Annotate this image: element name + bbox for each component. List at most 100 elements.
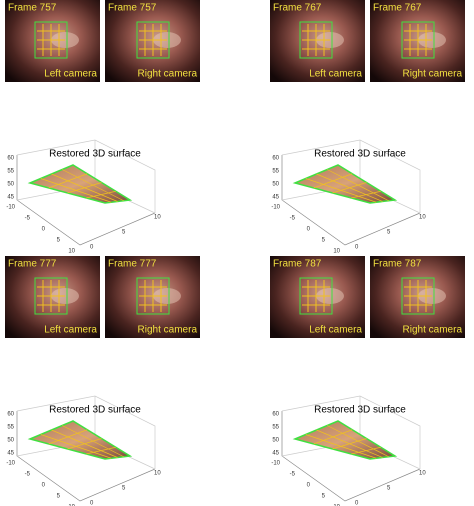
camera-label: Left camera (44, 69, 97, 80)
x-tick-label: 10 (154, 215, 161, 221)
surface-plot: Restored 3D surface 45 50 55 60 -10 -5 0 5 10 0 5 10 (6, 139, 161, 255)
z-tick-label: 45 (7, 195, 14, 201)
roi-box (299, 277, 333, 315)
camera-label: Right camera (138, 325, 198, 336)
z-tick-label: 50 (7, 182, 14, 188)
y-tick-label: 10 (333, 505, 340, 506)
camera-image: Frame 767 Left camera (270, 0, 365, 82)
surface-grid (327, 169, 389, 202)
x-tick-label: 0 (90, 501, 94, 506)
camera-label: Left camera (309, 325, 362, 336)
y-tick-label: -10 (271, 205, 280, 211)
frame-label: Frame 757 (8, 3, 57, 14)
x-tick-label: 5 (122, 230, 126, 236)
roi-box (34, 21, 68, 59)
axis-box (16, 139, 156, 213)
frame-label: Frame 757 (108, 3, 157, 14)
y-tick-label: -5 (290, 472, 296, 478)
frame-label: Frame 787 (373, 259, 422, 270)
surface (292, 164, 398, 204)
camera-image: Frame 757 Left camera (5, 0, 100, 82)
frame-label: Frame 777 (8, 259, 57, 270)
axis-box (16, 395, 156, 469)
camera-image: Frame 777 Left camera (5, 256, 100, 338)
x-tick-label: 0 (355, 245, 359, 251)
y-tick-label: -10 (6, 205, 15, 211)
y-tick-label: 0 (42, 483, 46, 489)
camera-label: Right camera (138, 69, 198, 80)
x-tick-label: 10 (154, 471, 161, 477)
x-tick-label: 10 (419, 215, 426, 221)
plot-title: Restored 3D surface (49, 405, 141, 416)
frame-label: Frame 767 (373, 3, 422, 14)
plot-title: Restored 3D surface (49, 149, 141, 160)
frame-label: Frame 787 (273, 259, 322, 270)
z-tick-label: 55 (272, 425, 279, 431)
frame-label: Frame 777 (108, 259, 157, 270)
surface (27, 164, 133, 204)
camera-label: Right camera (403, 325, 463, 336)
y-tick-label: 5 (322, 494, 326, 500)
y-tick-label: -5 (290, 216, 296, 222)
surface-grid (67, 182, 102, 194)
axis-box (281, 155, 421, 246)
z-tick-label: 55 (272, 169, 279, 175)
surface-grid (86, 190, 116, 199)
roi-box (136, 277, 170, 315)
axis-box (281, 411, 421, 502)
z-tick-label: 60 (272, 156, 279, 162)
y-tick-label: 0 (307, 483, 311, 489)
z-tick-label: 50 (272, 182, 279, 188)
camera-image: Frame 787 Right camera (370, 256, 465, 338)
camera-label: Left camera (44, 325, 97, 336)
panel: Frame 757 Left camera Frame 757 Right camer… (5, 0, 200, 255)
surface-plot: Restored 3D surface 45 50 55 60 -10 -5 0 5 10 0 5 10 (6, 395, 161, 506)
x-tick-label: 0 (355, 501, 359, 506)
y-tick-label: 10 (333, 249, 340, 255)
roi-box (401, 21, 435, 59)
surface (27, 420, 133, 460)
y-tick-label: -5 (25, 216, 31, 222)
surface-grid (351, 190, 381, 199)
z-tick-label: 60 (7, 412, 14, 418)
surface-grid (86, 446, 116, 455)
camera-label: Left camera (309, 69, 362, 80)
panel: Frame 787 Left camera Frame 787 Right camer… (270, 256, 465, 506)
z-tick-label: 60 (272, 412, 279, 418)
axis-box (281, 395, 421, 469)
surface-grid (332, 438, 367, 450)
y-tick-label: 5 (57, 494, 61, 500)
z-tick-label: 55 (7, 425, 14, 431)
surface-grid (62, 169, 124, 202)
plot-title: Restored 3D surface (314, 149, 406, 160)
camera-image: Frame 787 Left camera (270, 256, 365, 338)
y-tick-label: -10 (6, 461, 15, 467)
roi-box (299, 21, 333, 59)
z-tick-label: 50 (7, 438, 14, 444)
y-tick-label: -5 (25, 472, 31, 478)
axis-box (16, 411, 156, 502)
z-tick-label: 45 (7, 451, 14, 457)
camera-image: Frame 767 Right camera (370, 0, 465, 82)
x-tick-label: 5 (387, 230, 391, 236)
z-tick-label: 55 (7, 169, 14, 175)
axis-box (281, 139, 421, 213)
z-tick-label: 45 (272, 451, 279, 457)
x-tick-label: 5 (387, 486, 391, 492)
camera-image: Frame 777 Right camera (105, 256, 200, 338)
y-tick-label: 0 (42, 227, 46, 233)
surface (292, 420, 398, 460)
camera-label: Right camera (403, 69, 463, 80)
y-tick-label: 10 (68, 249, 75, 255)
z-tick-label: 45 (272, 195, 279, 201)
camera-image: Frame 757 Right camera (105, 0, 200, 82)
z-tick-label: 60 (7, 156, 14, 162)
y-tick-label: 5 (57, 238, 61, 244)
surface-grid (351, 446, 381, 455)
surface-grid (67, 438, 102, 450)
roi-box (401, 277, 435, 315)
surface-plot: Restored 3D surface 45 50 55 60 -10 -5 0 5 10 0 5 10 (271, 395, 426, 506)
y-tick-label: 0 (307, 227, 311, 233)
surface-grid (62, 425, 124, 458)
